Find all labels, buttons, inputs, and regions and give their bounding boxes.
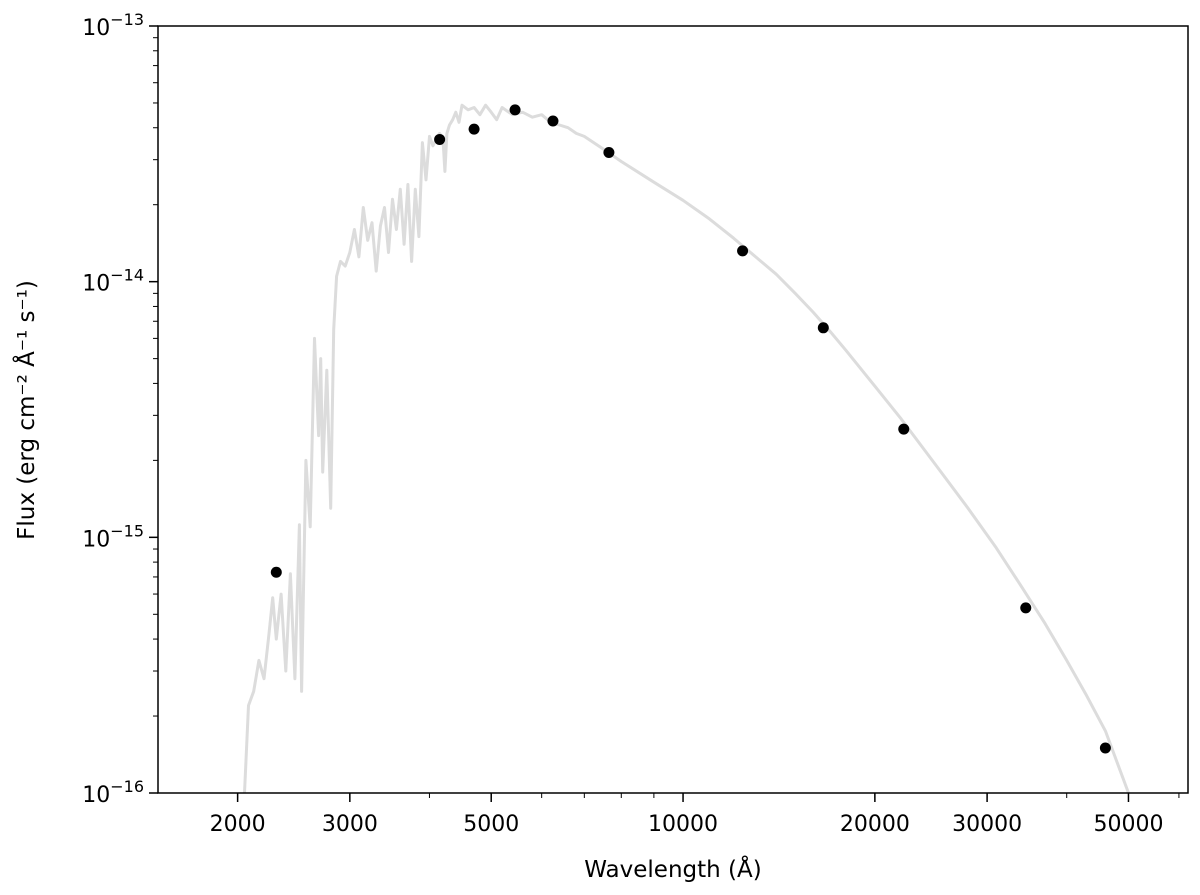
x-tick-label: 50000 [1093, 812, 1163, 837]
x-tick-label: 30000 [952, 812, 1022, 837]
x-tick-label: 10000 [648, 812, 718, 837]
x-axis-label: Wavelength (Å) [584, 855, 761, 883]
tick-labels: 2000 3000 5000 10000 20000 30000 50000 10−16 10−… [82, 10, 1163, 837]
photometry-point [270, 566, 282, 578]
photometry-point [547, 115, 559, 127]
photometry-point [817, 322, 829, 334]
photometry-point [603, 147, 615, 159]
photometry-point [1099, 742, 1111, 754]
x-tick-label: 3000 [322, 812, 378, 837]
y-tick-label: 10−15 [82, 521, 144, 552]
y-axis-label: Flux (erg cm⁻² Å⁻¹ s⁻¹) [12, 280, 40, 540]
y-tick-label: 10−16 [82, 777, 144, 808]
photometry-point [468, 123, 480, 135]
plot-area [243, 103, 1130, 793]
y-tick-label: 10−14 [82, 266, 144, 297]
photometry-point [434, 133, 446, 145]
plot-frame [157, 25, 1189, 794]
photometry-point [509, 104, 521, 116]
y-tick-label: 10−13 [82, 10, 144, 41]
photometry-point [898, 423, 910, 435]
x-tick-label: 5000 [463, 812, 519, 837]
photometry-point [737, 245, 749, 257]
photometry-point [1020, 602, 1032, 614]
x-tick-label: 20000 [840, 812, 910, 837]
x-tick-label: 2000 [210, 812, 266, 837]
major-ticks [149, 25, 1130, 802]
